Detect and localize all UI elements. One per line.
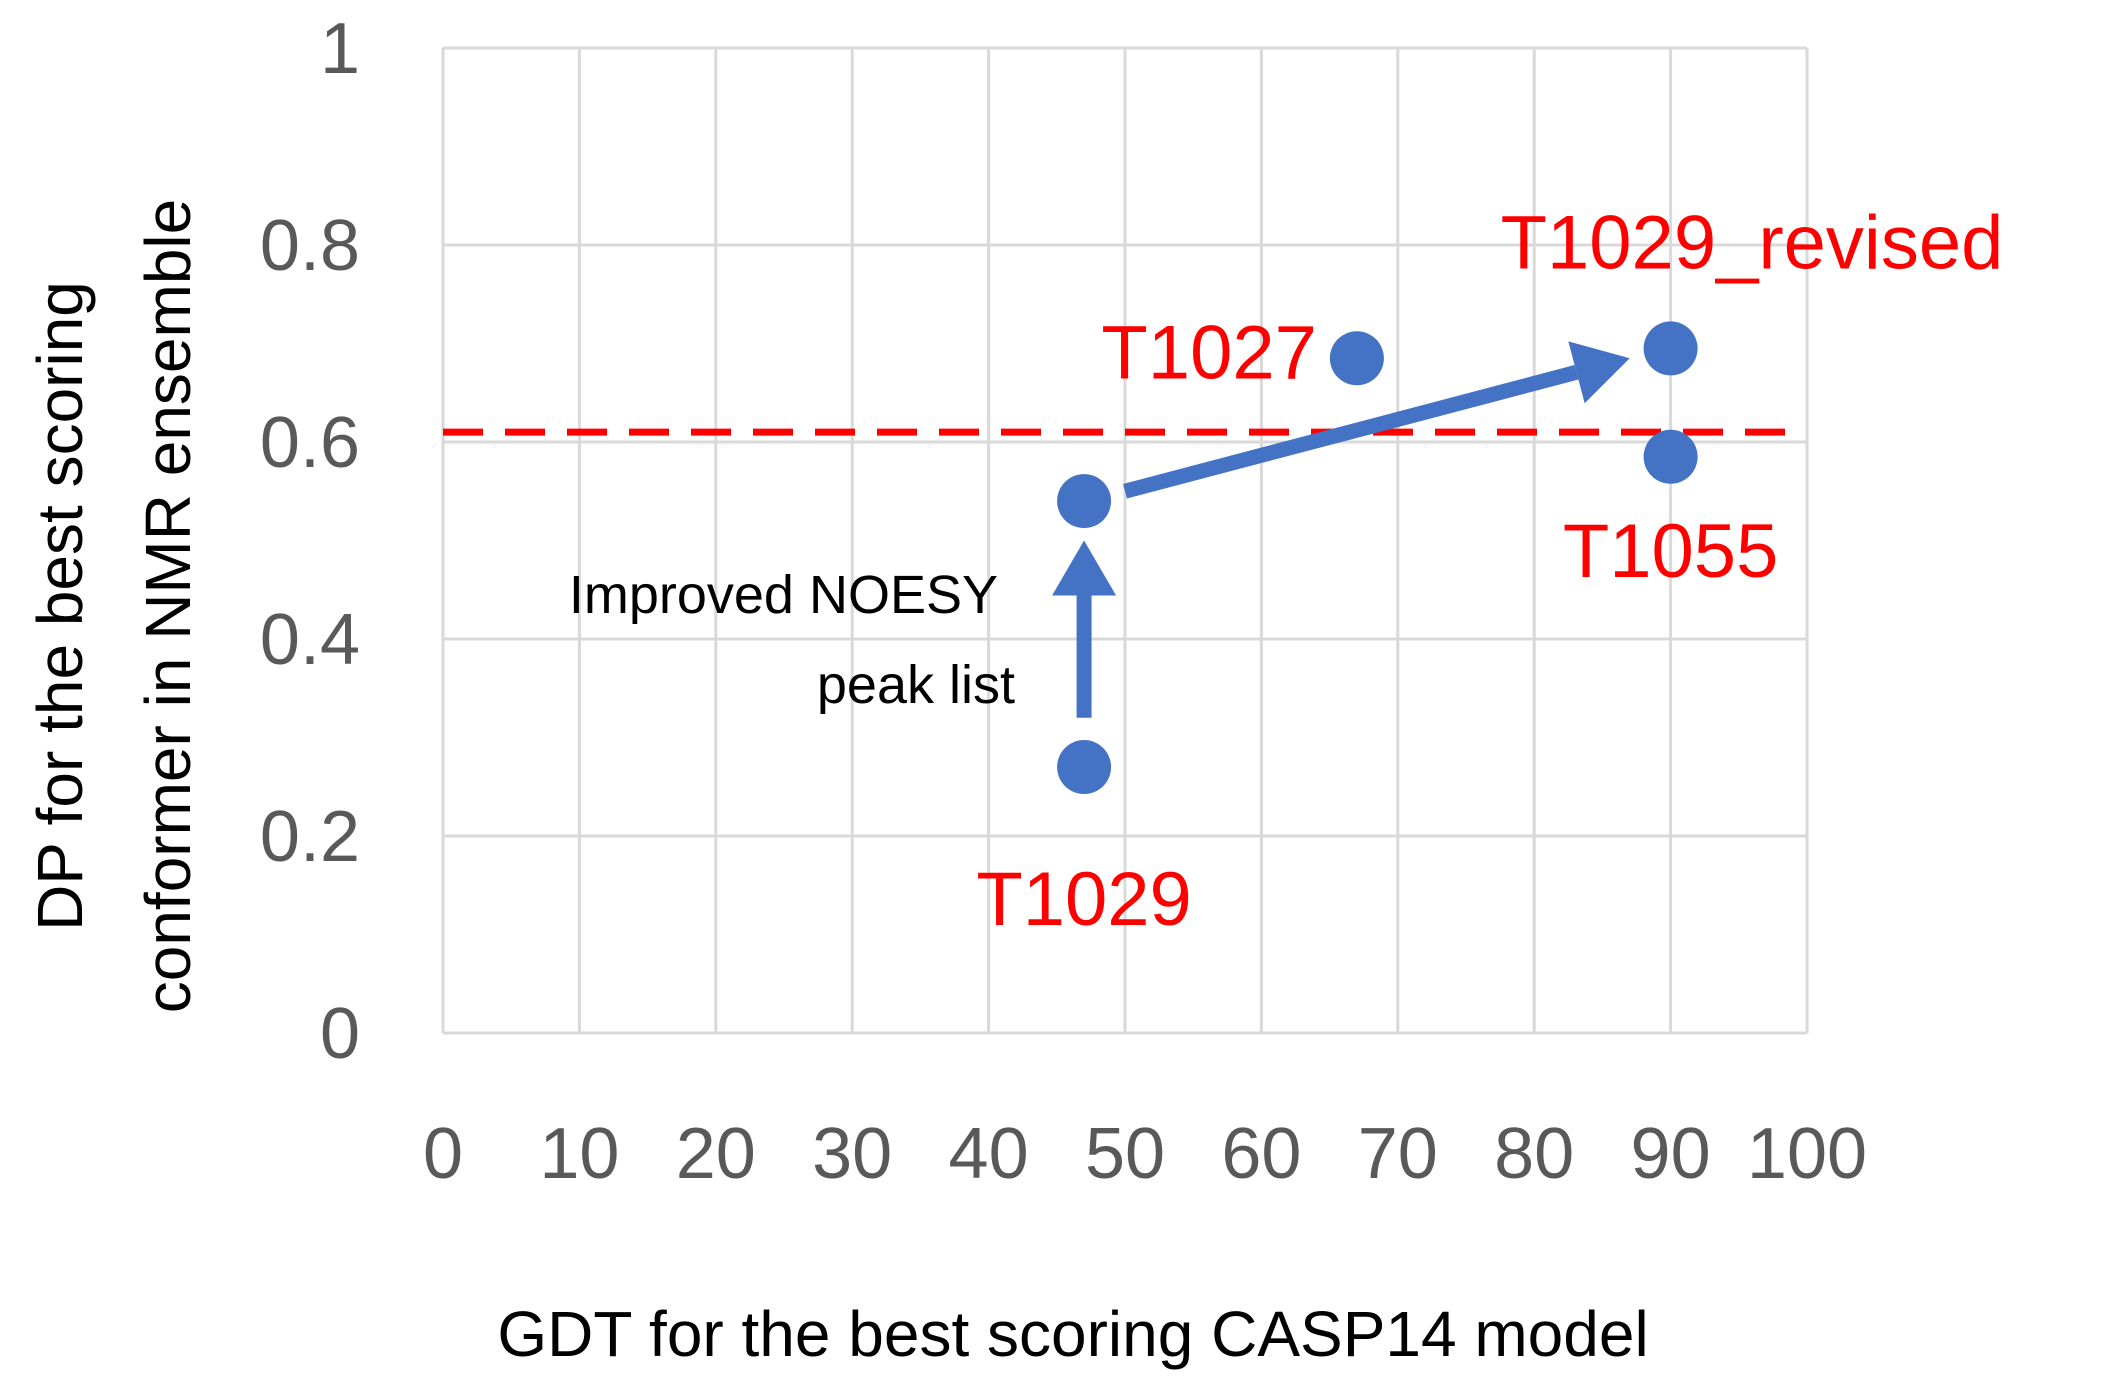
x-tick-label: 80 <box>1494 1114 1574 1194</box>
y-tick-label: 0.2 <box>260 797 360 877</box>
y-axis-title-line-1: DP for the best scoring <box>24 281 96 931</box>
x-tick-label: 10 <box>539 1114 619 1194</box>
x-tick-label: 40 <box>949 1114 1029 1194</box>
x-tick-label: 100 <box>1747 1114 1867 1194</box>
x-tick-label: 70 <box>1358 1114 1438 1194</box>
y-axis-title-line-2: conformer in NMR ensemble <box>132 199 204 1014</box>
data-point <box>1057 474 1112 529</box>
point-label: T1029_revised <box>1501 200 2004 285</box>
y-tick-label: 0 <box>320 994 360 1074</box>
data-point <box>1329 331 1384 386</box>
y-tick-label: 0.6 <box>260 403 360 483</box>
data-point <box>1643 321 1698 376</box>
point-label: T1055 <box>1563 509 1779 594</box>
x-tick-label: 30 <box>812 1114 892 1194</box>
arrow-shaft <box>1123 365 1579 499</box>
arrow-head <box>1052 540 1117 596</box>
x-tick-label: 50 <box>1085 1114 1165 1194</box>
arrows <box>1052 341 1630 718</box>
data-point <box>1643 429 1698 484</box>
y-tick-label: 1 <box>320 9 360 89</box>
annotation-line-2: peak list <box>817 655 1015 715</box>
annotation-line-1: Improved NOESY <box>569 565 998 625</box>
x-tick-label: 0 <box>423 1114 463 1194</box>
arrow-head <box>1568 341 1630 404</box>
x-axis-title: GDT for the best scoring CASP14 model <box>497 1298 1648 1370</box>
x-tick-label: 60 <box>1221 1114 1301 1194</box>
x-tick-label: 90 <box>1631 1114 1711 1194</box>
point-labels: T1029 T1027 T1029_revised T1055 <box>976 200 2003 942</box>
point-label: T1029 <box>976 857 1192 942</box>
y-axis-ticks: 0 0.2 0.4 0.6 0.8 1 <box>260 9 360 1074</box>
data-point <box>1057 740 1112 795</box>
x-axis-ticks: 0 10 20 30 40 50 60 70 80 90 100 <box>423 1114 1867 1194</box>
x-tick-label: 20 <box>676 1114 756 1194</box>
grid-lines <box>441 46 1809 1035</box>
y-tick-label: 0.8 <box>260 206 360 286</box>
point-label: T1027 <box>1101 310 1317 395</box>
y-tick-label: 0.4 <box>260 600 360 680</box>
data-points <box>1057 321 1698 795</box>
